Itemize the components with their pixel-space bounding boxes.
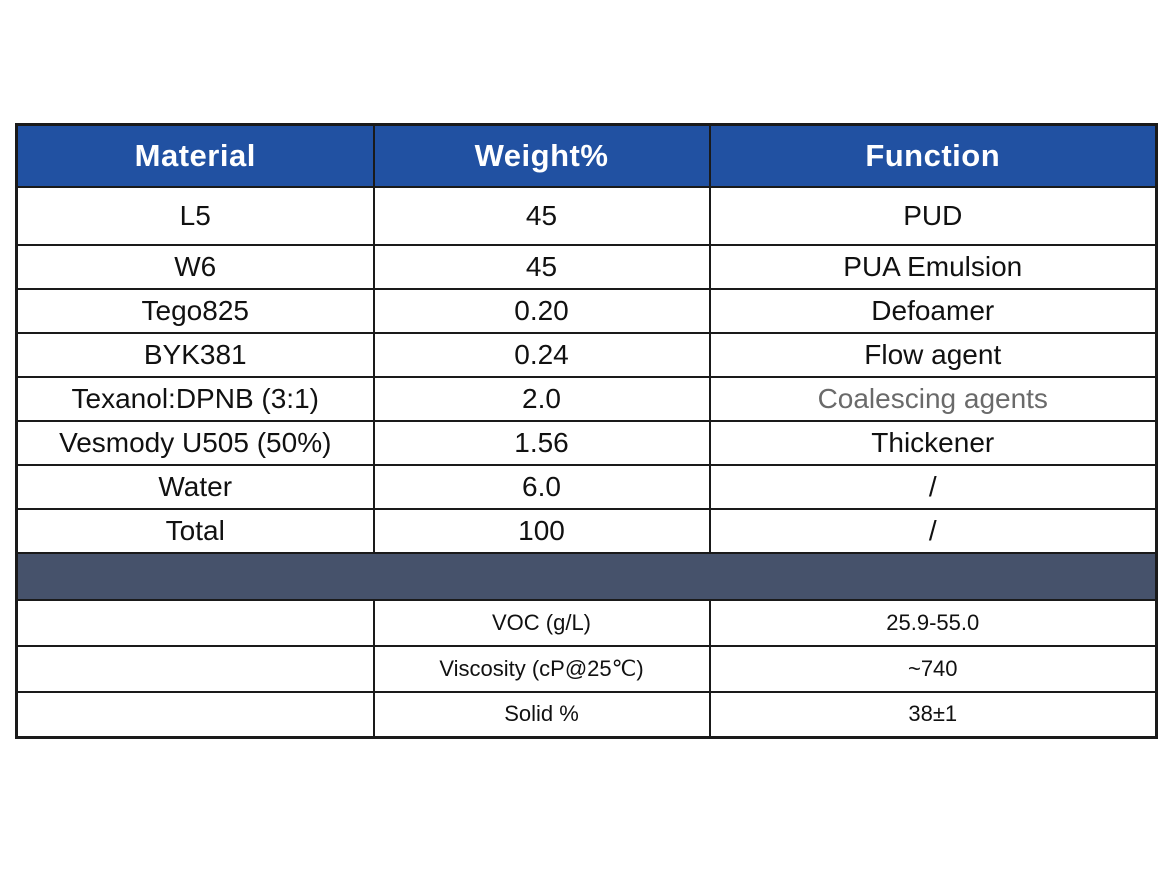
table-row: Total 100 / <box>15 507 1158 554</box>
empty-cell <box>15 598 375 647</box>
material-cell: W6 <box>15 243 375 290</box>
table-row: W6 45 PUA Emulsion <box>15 243 1158 290</box>
function-cell: / <box>708 507 1158 554</box>
material-cell: Texanol:DPNB (3:1) <box>15 375 375 422</box>
weight-cell: 0.24 <box>372 331 711 378</box>
function-cell: / <box>708 463 1158 510</box>
weight-cell: 45 <box>372 243 711 290</box>
property-row: Viscosity (cP@25℃) ~740 <box>15 644 1158 693</box>
table-row: Texanol:DPNB (3:1) 2.0 Coalescing agents <box>15 375 1158 422</box>
separator-band-cell <box>15 551 1158 601</box>
function-cell: Coalescing agents <box>708 375 1158 422</box>
property-label-cell: Solid % <box>372 690 711 739</box>
empty-cell <box>15 644 375 693</box>
property-value-cell: ~740 <box>708 644 1158 693</box>
weight-cell: 0.20 <box>372 287 711 334</box>
table-row: Tego825 0.20 Defoamer <box>15 287 1158 334</box>
material-cell: L5 <box>15 185 375 246</box>
material-cell: Total <box>15 507 375 554</box>
col-header-weight: Weight% <box>372 123 711 188</box>
table-row: Vesmody U505 (50%) 1.56 Thickener <box>15 419 1158 466</box>
material-cell: Vesmody U505 (50%) <box>15 419 375 466</box>
table-header-row: Material Weight% Function <box>15 123 1158 188</box>
function-cell: Defoamer <box>708 287 1158 334</box>
table-row: BYK381 0.24 Flow agent <box>15 331 1158 378</box>
property-row: VOC (g/L) 25.9-55.0 <box>15 598 1158 647</box>
weight-cell: 6.0 <box>372 463 711 510</box>
empty-cell <box>15 690 375 739</box>
property-label-cell: Viscosity (cP@25℃) <box>372 644 711 693</box>
property-value-cell: 25.9-55.0 <box>708 598 1158 647</box>
weight-cell: 1.56 <box>372 419 711 466</box>
weight-cell: 2.0 <box>372 375 711 422</box>
property-value-cell: 38±1 <box>708 690 1158 739</box>
formulation-table: Material Weight% Function L5 45 PUD W6 4… <box>15 123 1158 739</box>
material-cell: BYK381 <box>15 331 375 378</box>
property-label-cell: VOC (g/L) <box>372 598 711 647</box>
function-cell: Flow agent <box>708 331 1158 378</box>
weight-cell: 45 <box>372 185 711 246</box>
col-header-material: Material <box>15 123 375 188</box>
material-cell: Water <box>15 463 375 510</box>
weight-cell: 100 <box>372 507 711 554</box>
table-row: Water 6.0 / <box>15 463 1158 510</box>
separator-band <box>15 551 1158 601</box>
material-cell: Tego825 <box>15 287 375 334</box>
property-row: Solid % 38±1 <box>15 690 1158 739</box>
function-cell: PUD <box>708 185 1158 246</box>
col-header-function: Function <box>708 123 1158 188</box>
table-row: L5 45 PUD <box>15 185 1158 246</box>
function-cell: Thickener <box>708 419 1158 466</box>
function-cell: PUA Emulsion <box>708 243 1158 290</box>
